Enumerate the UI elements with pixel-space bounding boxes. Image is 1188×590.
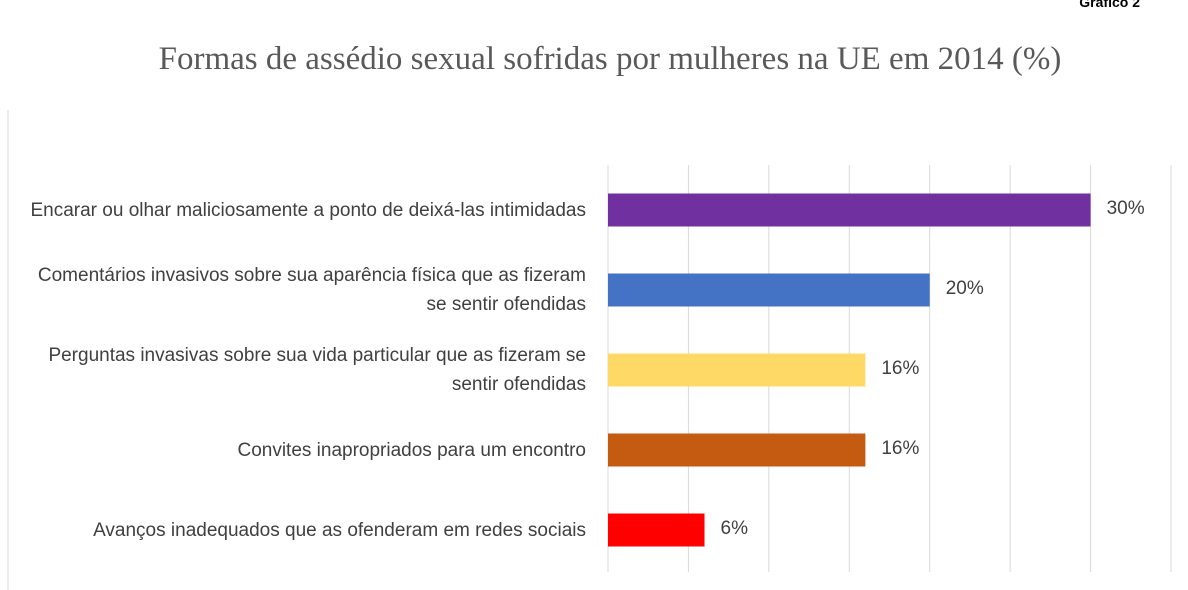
y-tick-label: Perguntas invasivas sobre sua vida parti… — [48, 345, 586, 395]
value-label: 6% — [720, 518, 748, 539]
value-label: 16% — [881, 358, 920, 379]
value-label: 20% — [945, 278, 984, 299]
corner-label: Gráfico 2 — [1079, 0, 1140, 10]
bar — [608, 433, 866, 467]
y-tick-label: Avanços inadequados que as ofenderam em … — [93, 519, 586, 541]
y-tick-label: Encarar ou olhar maliciosamente a ponto … — [30, 199, 586, 221]
chart-title: Formas de assédio sexual sofridas por mu… — [158, 41, 1062, 77]
bar — [608, 353, 866, 387]
bar — [608, 513, 705, 547]
y-tick-label: Convites inapropriados para um encontro — [237, 439, 586, 461]
bar — [608, 193, 1091, 227]
value-label: 30% — [1106, 198, 1145, 219]
y-tick-label: Comentários invasivos sobre sua aparênci… — [37, 265, 586, 315]
value-label: 16% — [881, 438, 920, 459]
bar — [608, 273, 930, 307]
